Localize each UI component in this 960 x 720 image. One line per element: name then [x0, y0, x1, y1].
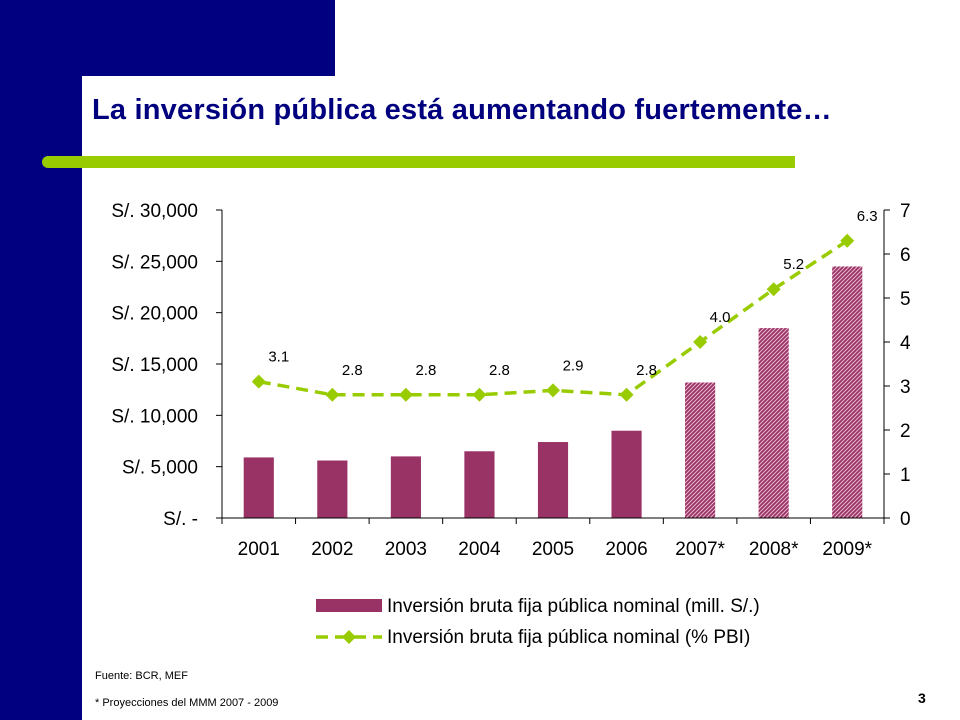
legend-bar-label: Inversión bruta fija pública nominal (mi…: [387, 596, 760, 617]
y-tick-label: S/. -: [163, 509, 198, 530]
y2-tick-label: 0: [900, 509, 911, 530]
bar-2001: [243, 457, 274, 518]
pbi-data-label: 3.1: [268, 349, 289, 366]
y2-tick-label: 3: [900, 377, 911, 398]
page-number: 3: [918, 690, 926, 706]
y-tick-label: S/. 20,000: [111, 304, 198, 325]
pbi-point-2003: [398, 387, 413, 402]
source-note: Fuente: BCR, MEF: [95, 670, 188, 682]
y2-tick-label: 5: [900, 289, 911, 310]
pbi-point-2007-proj: [693, 335, 708, 349]
title-accent-bar: [42, 156, 795, 168]
pbi-point-2009-proj: [840, 233, 855, 248]
pbi-data-label: 2.8: [636, 362, 657, 379]
slide-content-corner: [82, 76, 162, 156]
bar-2009-proj: [832, 266, 863, 518]
x-tick-label: 2007*: [675, 539, 725, 560]
left-navy-band: [0, 0, 82, 720]
bar-2005: [537, 442, 569, 518]
x-tick-label: 2004: [458, 539, 501, 560]
pbi-data-label: 6.3: [857, 208, 878, 225]
bar-2008-proj: [758, 328, 789, 518]
pbi-data-label: 2.8: [342, 362, 363, 379]
y2-tick-label: 1: [900, 465, 911, 486]
bar-2003: [390, 456, 421, 518]
pbi-point-2004: [472, 387, 487, 402]
pbi-point-2002: [325, 387, 340, 402]
bar-2006: [611, 430, 642, 518]
projection-note: * Proyecciones del MMM 2007 - 2009: [95, 697, 279, 709]
pbi-data-label: 5.2: [783, 256, 804, 273]
x-tick-label: 2001: [238, 539, 280, 560]
legend-bar-swatch: [316, 599, 382, 612]
bar-2002: [317, 460, 348, 518]
legend-line-marker: [342, 630, 356, 644]
y-tick-label: S/. 30,000: [111, 201, 198, 222]
y-tick-label: S/. 10,000: [111, 406, 198, 427]
y2-tick-label: 6: [900, 245, 911, 266]
bar-2004: [464, 451, 495, 518]
slide-title: La inversión pública está aumentando fue…: [92, 94, 832, 126]
pbi-point-2001: [251, 374, 266, 389]
y2-tick-label: 7: [900, 201, 911, 222]
x-tick-label: 2006: [605, 539, 647, 560]
pbi-data-label: 2.8: [415, 362, 436, 379]
y2-tick-label: 4: [900, 333, 911, 354]
pbi-data-label: 4.0: [710, 309, 731, 326]
pbi-data-label: 2.8: [489, 362, 510, 379]
x-tick-label: 2005: [532, 539, 574, 560]
x-tick-label: 2008*: [749, 539, 799, 560]
bar-2007-proj: [685, 382, 716, 518]
y-tick-label: S/. 25,000: [111, 252, 198, 273]
pbi-data-label: 2.9: [563, 357, 584, 374]
x-tick-label: 2009*: [822, 539, 872, 560]
y2-tick-label: 2: [900, 421, 911, 442]
y-tick-label: S/. 15,000: [111, 355, 198, 376]
x-tick-label: 2003: [385, 539, 427, 560]
x-tick-label: 2002: [311, 539, 353, 560]
pbi-point-2008-proj: [766, 282, 781, 297]
y-tick-label: S/. 5,000: [122, 458, 198, 479]
pbi-point-2005: [546, 383, 560, 398]
legend-line-label: Inversión bruta fija pública nominal (% …: [387, 627, 750, 648]
pbi-point-2006: [619, 387, 634, 402]
